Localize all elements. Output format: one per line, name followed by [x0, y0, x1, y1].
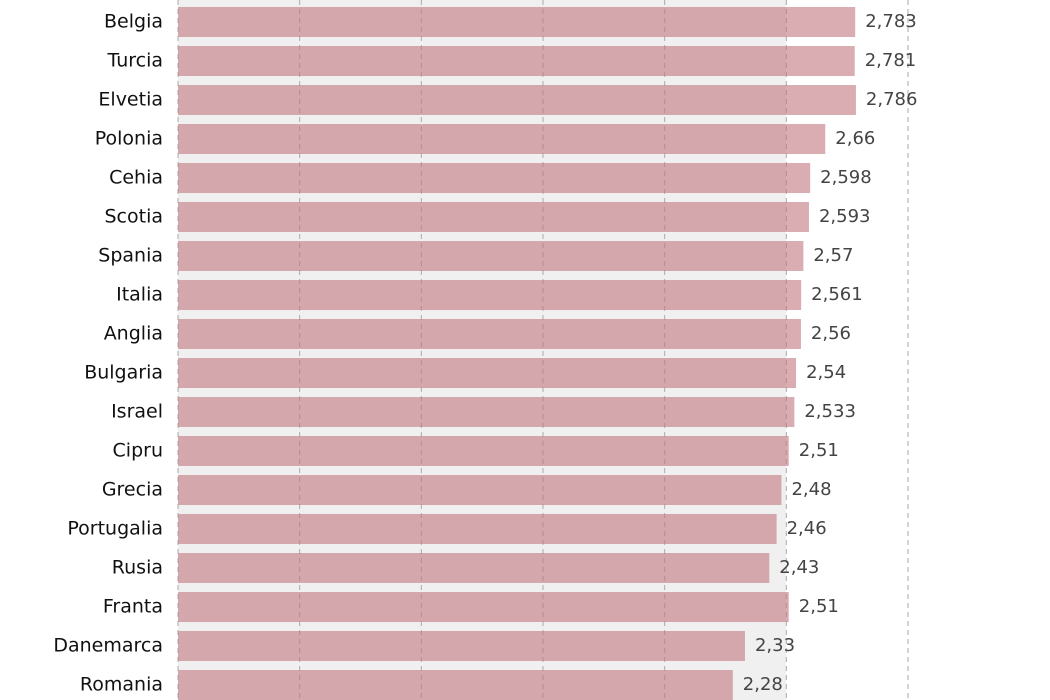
bar — [178, 436, 789, 466]
y-tick-label: Belgia — [104, 11, 163, 33]
value-label: 2,51 — [799, 596, 839, 617]
bar — [178, 163, 811, 193]
value-label: 2,533 — [804, 401, 856, 422]
bar — [178, 124, 826, 154]
y-tick-label: Italia — [116, 284, 163, 306]
bar — [178, 358, 797, 388]
value-label: 2,783 — [865, 11, 917, 32]
bar — [178, 46, 855, 76]
y-tick-label: Israel — [111, 401, 163, 423]
value-label: 2,57 — [813, 245, 853, 266]
bar — [178, 202, 809, 232]
bar — [178, 280, 802, 310]
value-label: 2,66 — [835, 128, 875, 149]
bar — [178, 319, 801, 349]
y-tick-label: Elvetia — [98, 89, 163, 111]
y-tick-label: Anglia — [104, 323, 163, 345]
y-tick-label: Grecia — [102, 479, 163, 501]
y-tick-label: Spania — [98, 245, 163, 267]
y-tick-label: Cipru — [113, 440, 163, 462]
bar — [178, 514, 777, 544]
value-label: 2,48 — [791, 479, 831, 500]
bar — [178, 670, 733, 700]
bar — [178, 397, 795, 427]
y-tick-label: Rusia — [112, 557, 163, 579]
y-tick-label: Scotia — [104, 206, 163, 228]
bar — [178, 592, 789, 622]
value-label: 2,561 — [811, 284, 863, 305]
value-label: 2,51 — [799, 440, 839, 461]
value-label: 2,43 — [779, 557, 819, 578]
value-label: 2,54 — [806, 362, 846, 383]
value-label: 2,598 — [820, 167, 872, 188]
bar — [178, 241, 804, 271]
value-label: 2,593 — [819, 206, 871, 227]
value-label: 2,786 — [866, 89, 918, 110]
y-tick-label: Turcia — [106, 50, 163, 72]
y-tick-label: Franta — [103, 596, 163, 618]
value-label: 2,781 — [865, 50, 917, 71]
plot-panel — [178, 0, 786, 700]
y-tick-label: Portugalia — [67, 518, 163, 540]
y-tick-label: Romania — [80, 674, 163, 696]
value-label: 2,33 — [755, 635, 795, 656]
y-tick-label: Polonia — [95, 128, 163, 150]
value-label: 2,28 — [743, 674, 783, 695]
bar — [178, 553, 770, 583]
bar — [178, 7, 856, 37]
y-tick-label: Cehia — [109, 167, 163, 189]
value-label: 2,56 — [811, 323, 851, 344]
value-label: 2,46 — [787, 518, 827, 539]
y-tick-label: Bulgaria — [84, 362, 163, 384]
y-tick-label: Danemarca — [53, 635, 163, 657]
bar — [178, 475, 782, 505]
bar — [178, 631, 745, 661]
bar — [178, 85, 856, 115]
